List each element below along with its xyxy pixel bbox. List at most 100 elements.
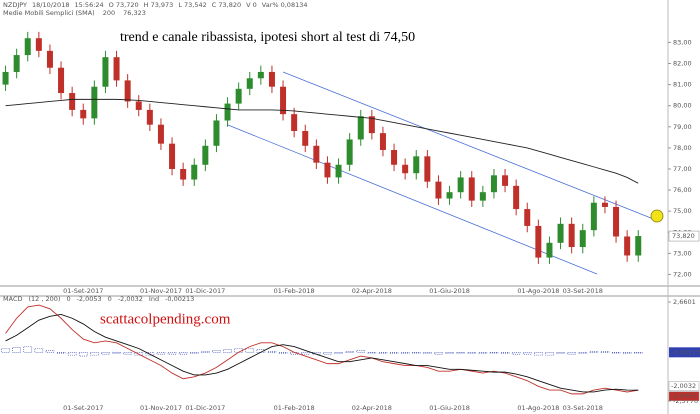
price-box: [668, 230, 700, 242]
candle-body: [246, 78, 253, 89]
candle-body: [291, 114, 298, 132]
candle-body: [180, 168, 187, 180]
price-label: 73,820: [672, 232, 695, 240]
target-marker: [650, 209, 664, 223]
x-tick-label: 01-Giu-2018: [429, 287, 470, 295]
candle-body: [113, 57, 120, 81]
candle-body: [146, 109, 153, 125]
hist-bar: [611, 351, 621, 354]
candle-body: [624, 236, 631, 256]
hist-bar: [90, 351, 99, 356]
symbol: NZDJPY: [3, 1, 27, 9]
hist-bar: [633, 351, 643, 354]
hist-bar: [1, 348, 10, 353]
hist-bar: [423, 351, 432, 354]
hist-bar: [378, 351, 388, 354]
hist-bar: [56, 351, 66, 354]
macd-param: (12 , 200): [28, 295, 60, 303]
macd-param: -2,0053: [77, 295, 102, 303]
hist-bar: [189, 351, 199, 354]
y-tick-label: 80,00: [673, 102, 692, 110]
candle-body: [601, 202, 608, 207]
hist-bar: [445, 351, 454, 354]
y-tick-label: 75,00: [673, 207, 692, 215]
candle-body: [535, 225, 542, 258]
candle-body: [391, 150, 398, 165]
candle-body: [613, 206, 620, 237]
x-tick-label: 01-Giu-2018: [429, 404, 470, 412]
candle-body: [58, 67, 65, 94]
candle-body: [490, 175, 497, 193]
hist-bar: [622, 351, 632, 354]
y-tick-label: -2,5770: [673, 397, 698, 405]
candle-body: [446, 192, 453, 199]
macd-param: -2,0032: [118, 295, 143, 303]
x-tick-label: 01-Feb-2018: [274, 287, 315, 295]
hist-bar: [234, 348, 243, 353]
candle-body: [35, 38, 42, 51]
hist-bar: [123, 351, 132, 355]
hist-bar: [467, 351, 477, 354]
header-item: O 73,720: [109, 1, 139, 9]
macd-title: MACD: [3, 295, 22, 303]
hist-bar: [300, 351, 310, 355]
hist-bar: [356, 350, 366, 353]
candle-body: [557, 223, 564, 243]
header-item: V 0: [246, 1, 257, 9]
hist-bar: [178, 351, 188, 355]
header-item: 200: [103, 9, 115, 17]
y-tick-label: 77,00: [673, 165, 692, 173]
hist-bar: [389, 351, 399, 354]
hist-bar: [534, 351, 543, 356]
hist-bar: [411, 351, 421, 354]
hist-bar: [156, 351, 166, 355]
candle-body: [435, 181, 442, 199]
candle-body: [69, 93, 76, 110]
header-item: L 73,542: [178, 1, 206, 9]
candle-body: [368, 116, 375, 134]
header-item: H 73,973: [144, 1, 174, 9]
header-item: 15:56:24: [74, 1, 103, 9]
hist-bar: [78, 351, 88, 357]
header-item: C 73,820: [212, 1, 241, 9]
channel-upper: [282, 71, 657, 221]
line-label: -2,0032: [671, 382, 696, 390]
candle-body: [424, 156, 431, 182]
macd-param: Ind: [149, 295, 159, 303]
macd-param: 0: [66, 295, 70, 303]
hist-bar: [23, 346, 33, 353]
candle-body: [524, 209, 531, 226]
hist-bar: [278, 351, 288, 354]
candle-body: [235, 88, 242, 104]
candle-body: [191, 164, 198, 180]
y-tick-label: 79,00: [673, 123, 692, 131]
candle-body: [124, 80, 131, 102]
x-tick-label: 02-Apr-2018: [352, 287, 392, 295]
hist-bar: [589, 351, 599, 353]
line-box: [668, 381, 700, 391]
candle-body: [346, 139, 353, 165]
candle-body: [46, 50, 53, 68]
sma-line: [5, 98, 639, 184]
candle-body: [257, 71, 264, 79]
x-tick-label: 01-Dic-2017: [185, 404, 225, 412]
hist-bar: [345, 351, 354, 353]
macd-line: [5, 314, 639, 393]
hist-bar: [145, 351, 155, 356]
candle-body: [402, 164, 409, 174]
hist-bar: [522, 351, 532, 355]
chart-title: trend e canale ribassista, ipotesi short…: [120, 30, 415, 45]
candle-body: [13, 55, 20, 72]
hist-bar: [212, 350, 221, 353]
hist-bar: [600, 351, 610, 353]
x-tick-label: 02-Apr-2018: [352, 404, 392, 412]
macd-param: 0: [108, 295, 112, 303]
x-tick-label: 03-Set-2018: [563, 287, 603, 295]
candle-body: [2, 71, 9, 85]
candle-body: [324, 162, 331, 178]
header-item: 18/10/2018: [32, 1, 69, 9]
candle-body: [335, 164, 342, 178]
candle-body: [213, 120, 220, 146]
candle-body: [479, 192, 486, 201]
x-tick-label: 01-Set-2017: [63, 404, 103, 412]
